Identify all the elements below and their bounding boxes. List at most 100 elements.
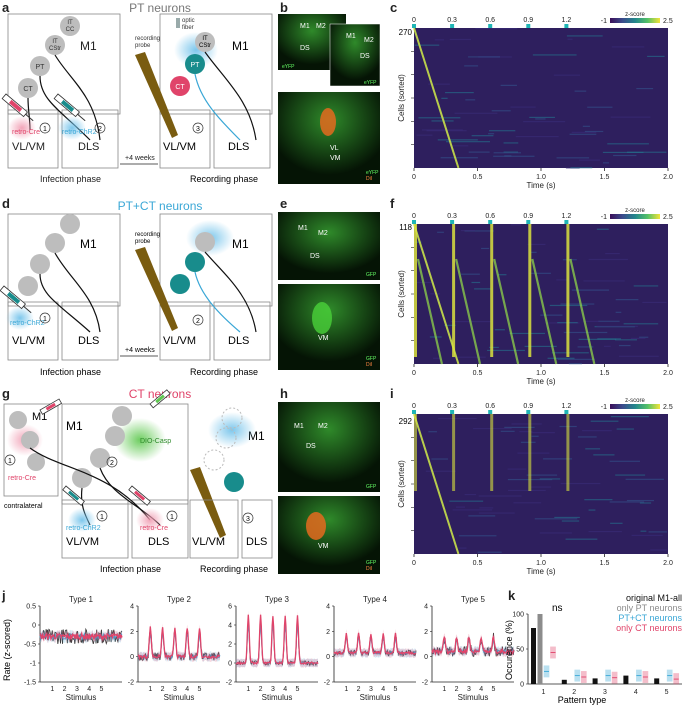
heatmap-noise	[571, 289, 610, 291]
panel-d-title: PT+CT neurons	[118, 199, 203, 213]
heatmap-noise	[513, 502, 542, 504]
colorbar-max: 2.5	[663, 404, 673, 411]
subplot-title: Type 4	[363, 595, 388, 604]
ct-neuron	[18, 276, 38, 296]
heatmap-noise	[597, 338, 621, 340]
heatmap-noise	[519, 431, 533, 433]
ylabel: Cells (sorted)	[397, 460, 406, 508]
m1-region-box	[7, 13, 121, 115]
y-tick-label: 2	[326, 629, 330, 636]
label-ds: DS	[300, 45, 310, 52]
heatmap-noise	[510, 106, 536, 108]
legend-only-CT-neurons: only CT neurons	[616, 623, 682, 633]
time-tick-label: 1.0	[536, 560, 546, 567]
pt-label: PT	[36, 64, 46, 71]
it-cc-neuron	[60, 16, 80, 36]
stimulus-tick-label: 5	[100, 686, 104, 693]
vlvm-label: VL/VM	[163, 141, 196, 153]
heatmap-noise	[425, 470, 456, 472]
heatmap-noise	[588, 530, 622, 533]
infection-phase-label: Infection phase	[40, 367, 101, 377]
heatmap-background	[414, 28, 668, 168]
optic-fiber-label-1: optic	[182, 18, 195, 24]
stimulus-diagonal	[531, 258, 558, 365]
legend-only-PT-neurons: only PT neurons	[617, 603, 683, 613]
label-m1: M1	[294, 423, 304, 430]
stimulus-tick-label: 3	[369, 686, 373, 693]
it-cstr-neuron	[21, 431, 39, 449]
heatmap-noise	[510, 224, 522, 226]
vlvm-region-box	[189, 499, 239, 559]
recording-phase-label: Recording phase	[200, 564, 268, 574]
retro-cre-label: retro-Cre	[140, 525, 168, 532]
y-tick-label: -2	[226, 680, 232, 687]
stimulus-tick-label: 2	[161, 686, 165, 693]
dio-casp-label: DIO-Casp	[140, 438, 171, 445]
pt-neuron	[90, 448, 110, 468]
heatmap-noise	[582, 125, 590, 127]
heatmap-noise	[579, 159, 600, 161]
it-cstr-neuron	[45, 35, 65, 55]
y-tick-label: 0	[228, 661, 232, 668]
heatmap-noise	[584, 499, 613, 501]
label-ds: DS	[306, 443, 316, 450]
retro-chr2-label: retro-ChR2	[66, 525, 101, 532]
stimulus-label: 0	[412, 213, 416, 220]
pt-neuron	[27, 453, 45, 471]
heatmap-noise	[500, 84, 517, 86]
it-cstr-neuron	[195, 32, 215, 52]
retro-cre-injection-glow	[8, 116, 36, 140]
it-cstr-label-2: CStr	[49, 46, 61, 52]
stimulus-tick-label: 2	[63, 686, 67, 693]
stimulus-label: 1.2	[562, 17, 572, 24]
time-tick-label: 1.0	[536, 370, 546, 377]
ct-label: CT	[175, 84, 185, 91]
label-vm: VM	[318, 543, 329, 550]
dii-track	[320, 108, 336, 136]
m1-label: M1	[80, 237, 97, 251]
subplot-title: Type 3	[265, 595, 290, 604]
heatmap-noise	[475, 28, 518, 30]
stimulus-diagonal	[569, 258, 596, 365]
y-tick-label: -2	[324, 680, 330, 687]
label-vl: VL	[330, 145, 339, 152]
panel-a: a PT neurons M1 VL/VM DLS IT CC IT CStr …	[1, 0, 273, 184]
sequence-diagonal	[413, 223, 460, 365]
retro-chr2-injection-glow	[6, 306, 34, 330]
stimulus-label: 0.6	[485, 403, 495, 410]
stimulus-marker	[412, 410, 416, 414]
vlvm-label: VL/VM	[12, 141, 45, 153]
heatmap-noise	[611, 46, 645, 48]
panel-letter-a: a	[2, 0, 10, 15]
heatmap-noise	[610, 522, 623, 524]
heatmap-noise	[530, 432, 555, 434]
series-line	[235, 614, 319, 666]
step-3-label: 3	[246, 516, 250, 523]
stimulus-diagonal	[493, 258, 520, 365]
ct-neuron	[72, 468, 92, 488]
heatmap-noise	[507, 489, 546, 492]
heatmap-noise	[526, 474, 558, 476]
heatmap-noise	[458, 547, 467, 549]
dls-label: DLS	[148, 536, 169, 548]
it-cstr-neuron	[105, 426, 125, 446]
step-1-label: 1	[8, 458, 12, 465]
heatmap-noise	[441, 97, 448, 99]
time-tick-label: 0.5	[473, 174, 483, 181]
contralateral-axon	[29, 447, 151, 521]
heatmap-noise	[479, 507, 494, 509]
y-tick-label: -0.5	[24, 642, 36, 649]
panel-d: d PT+CT neurons M1 VL/VM DLS retro-ChR2 …	[0, 196, 273, 377]
syringe-cre-icon	[1, 93, 34, 122]
panel-letter-g: g	[2, 386, 10, 401]
ct-neuron-tagged	[170, 76, 190, 96]
weeks-label: +4 weeks	[125, 155, 155, 162]
panel-e: e M1 M2 DS GFP VM GFP DiI	[278, 196, 380, 370]
stimulus-tick-label: 5	[296, 686, 300, 693]
series-line	[39, 631, 123, 642]
bar-original-M1-all	[623, 675, 629, 684]
heatmap-noise	[454, 112, 498, 114]
bar-original-M1-all	[561, 679, 567, 684]
heatmap-noise	[574, 90, 587, 92]
